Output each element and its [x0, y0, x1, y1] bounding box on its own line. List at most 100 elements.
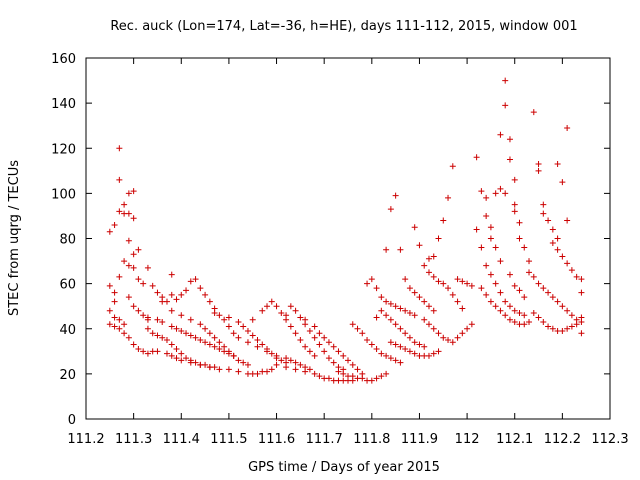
- data-point: [454, 298, 461, 305]
- data-point: [130, 188, 137, 195]
- y-tick-label: 60: [59, 278, 76, 293]
- data-point: [549, 240, 556, 247]
- data-point: [449, 291, 456, 298]
- data-point: [225, 348, 232, 355]
- data-point: [502, 102, 509, 109]
- data-point: [378, 294, 385, 301]
- data-point: [383, 370, 390, 377]
- data-point: [440, 280, 447, 287]
- data-point: [168, 323, 175, 330]
- data-point: [416, 341, 423, 348]
- data-point: [192, 276, 199, 283]
- data-point: [435, 278, 442, 285]
- data-point: [354, 325, 361, 332]
- data-point: [545, 217, 552, 224]
- data-point: [483, 194, 490, 201]
- data-point: [387, 300, 394, 307]
- data-point: [554, 298, 561, 305]
- data-point: [535, 314, 542, 321]
- data-point: [416, 294, 423, 301]
- data-point: [244, 339, 251, 346]
- data-point: [325, 355, 332, 362]
- data-point: [549, 294, 556, 301]
- data-point: [387, 206, 394, 213]
- data-point: [163, 350, 170, 357]
- data-point: [502, 190, 509, 197]
- x-tick-label: 112.3: [591, 432, 628, 447]
- data-point: [178, 328, 185, 335]
- data-point: [568, 312, 575, 319]
- data-point: [530, 273, 537, 280]
- data-point: [487, 298, 494, 305]
- data-point: [221, 316, 228, 323]
- data-point: [235, 368, 242, 375]
- data-point: [216, 346, 223, 353]
- data-point: [464, 280, 471, 287]
- data-point: [440, 217, 447, 224]
- data-point: [106, 282, 113, 289]
- data-point: [506, 271, 513, 278]
- data-point: [154, 348, 161, 355]
- data-point: [144, 314, 151, 321]
- data-point: [502, 77, 509, 84]
- data-point: [511, 318, 518, 325]
- data-point: [292, 359, 299, 366]
- data-point: [516, 219, 523, 226]
- data-point: [178, 357, 185, 364]
- data-point: [178, 350, 185, 357]
- data-point: [187, 332, 194, 339]
- data-point: [559, 328, 566, 335]
- data-point: [206, 341, 213, 348]
- data-point: [235, 357, 242, 364]
- data-point: [487, 235, 494, 242]
- data-point: [468, 282, 475, 289]
- data-point: [306, 328, 313, 335]
- data-point: [168, 341, 175, 348]
- data-point: [149, 282, 156, 289]
- data-point: [387, 355, 394, 362]
- data-point: [135, 246, 142, 253]
- data-point: [278, 309, 285, 316]
- data-point: [259, 307, 266, 314]
- data-point: [373, 346, 380, 353]
- x-tick-label: 111.8: [353, 432, 390, 447]
- data-point: [392, 192, 399, 199]
- data-point: [340, 352, 347, 359]
- data-point: [187, 278, 194, 285]
- data-point: [397, 246, 404, 253]
- data-point: [292, 307, 299, 314]
- data-point: [202, 325, 209, 332]
- data-point: [349, 321, 356, 328]
- data-point: [430, 253, 437, 260]
- data-point: [144, 350, 151, 357]
- chart-title: Rec. auck (Lon=174, Lat=-36, h=HE), days…: [110, 19, 577, 34]
- data-point: [564, 217, 571, 224]
- data-point: [487, 224, 494, 231]
- data-point: [111, 289, 118, 296]
- data-point: [216, 366, 223, 373]
- data-point: [411, 312, 418, 319]
- data-point: [521, 312, 528, 319]
- data-point: [516, 235, 523, 242]
- data-point: [506, 316, 513, 323]
- data-point: [121, 321, 128, 328]
- data-point: [535, 280, 542, 287]
- data-point: [406, 309, 413, 316]
- data-point: [264, 303, 271, 310]
- data-point: [564, 325, 571, 332]
- data-point: [425, 303, 432, 310]
- data-point: [325, 375, 332, 382]
- data-point: [197, 361, 204, 368]
- data-point: [578, 330, 585, 337]
- data-point: [302, 316, 309, 323]
- x-tick-label: 112: [455, 432, 480, 447]
- data-point: [435, 348, 442, 355]
- data-point: [573, 321, 580, 328]
- x-axis-ticks: 111.2 111.3 111.4 111.5 111.6 111.7 111.8 111.9…: [67, 58, 629, 447]
- data-point: [359, 330, 366, 337]
- y-axis-label: STEC from uqrg / TECUs: [7, 160, 22, 316]
- data-point: [154, 316, 161, 323]
- data-point: [197, 285, 204, 292]
- data-point: [159, 318, 166, 325]
- data-point: [387, 339, 394, 346]
